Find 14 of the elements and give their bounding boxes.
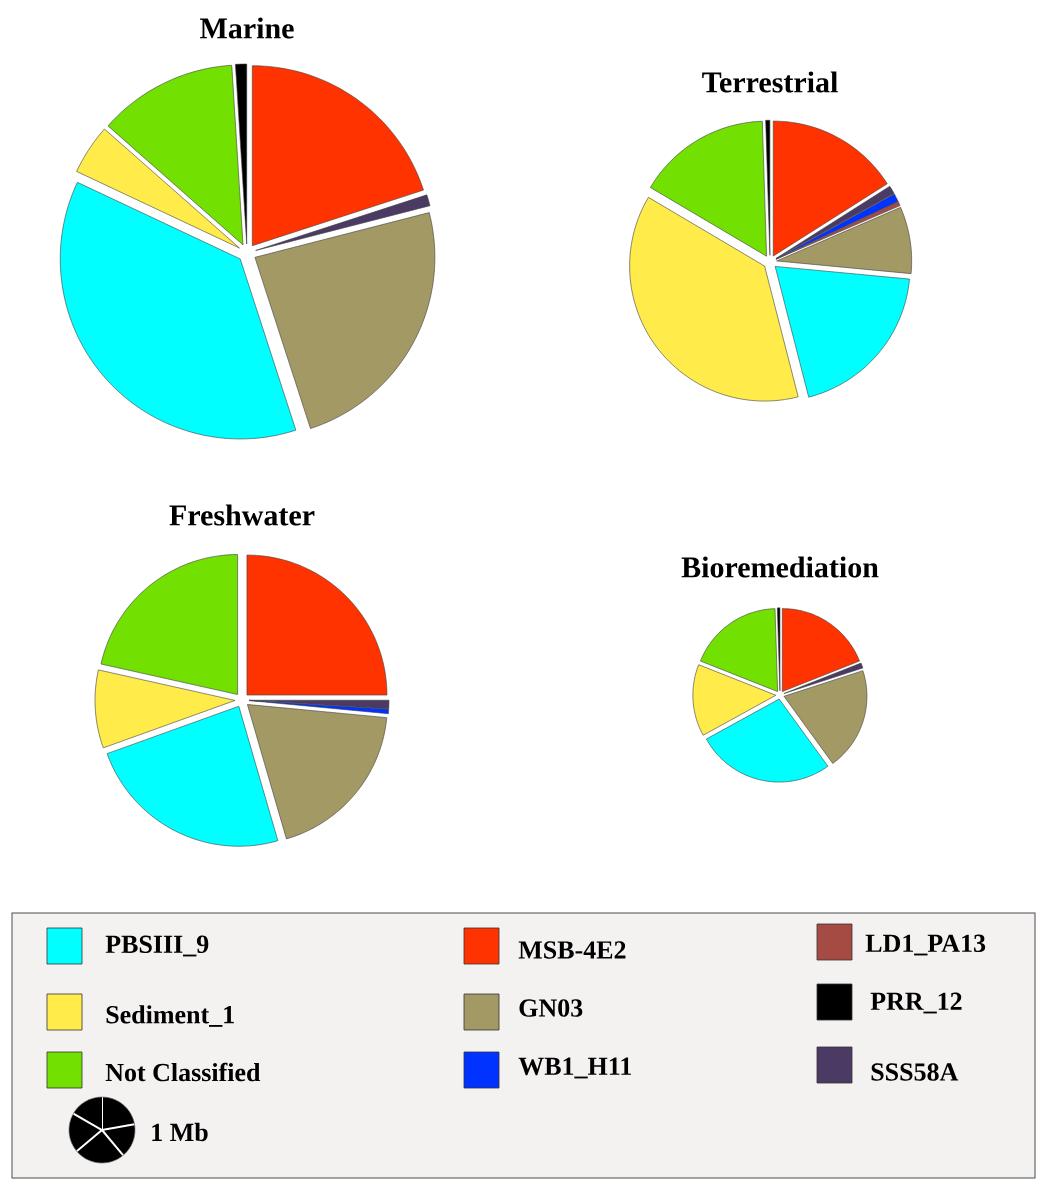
legend-label: Not Classified (105, 1062, 261, 1082)
text: 1 Mb (152, 1122, 208, 1142)
legend-label: GN03 (519, 999, 583, 1017)
legend-label: Sediment_1 (106, 1005, 234, 1027)
chart-title: Marine (200, 17, 294, 39)
legend-label: SSS58A (871, 1063, 959, 1081)
legend-label: MSB-4E2 (518, 941, 626, 959)
legend-label: PRR_12 (870, 992, 962, 1014)
legend-label: LD1_PA13 (865, 934, 986, 956)
legend-label: PBSIII_9 (105, 935, 209, 957)
chart-title: Freshwater (169, 504, 315, 526)
legend-label: WB1_H11 (518, 1057, 631, 1079)
chart-title: Bioremediation (681, 556, 879, 578)
chart-title: Terrestrial (702, 71, 838, 93)
